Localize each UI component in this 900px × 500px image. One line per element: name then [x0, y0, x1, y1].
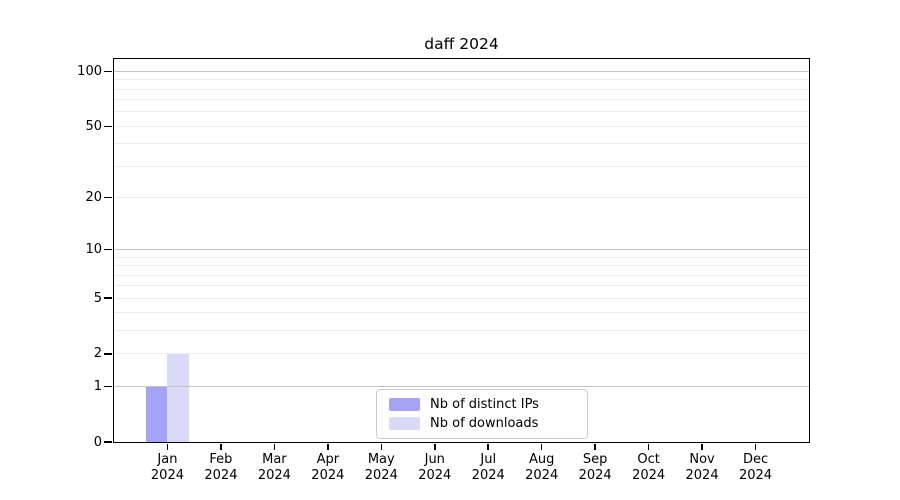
x-tick-label: May 2024 — [364, 452, 398, 483]
legend-entry-downloads: Nb of downloads — [385, 414, 579, 433]
y-tick-label: 2 — [93, 346, 102, 362]
gridline-minor — [114, 265, 809, 267]
x-tick-label: Jun 2024 — [418, 452, 452, 483]
x-tick-label: Jul 2024 — [471, 452, 505, 483]
y-axis-tick — [104, 125, 112, 128]
x-axis-tick — [540, 443, 543, 450]
y-axis-tick — [104, 196, 112, 199]
x-tick-label: Sep 2024 — [578, 452, 612, 483]
x-axis-tick — [487, 443, 490, 450]
y-axis-tick — [104, 70, 112, 73]
gridline-minor — [114, 330, 809, 332]
legend: Nb of distinct IPs Nb of downloads — [376, 389, 588, 439]
x-axis-tick — [327, 443, 329, 450]
y-axis-tick — [104, 248, 112, 251]
x-tick-label: Jan 2024 — [150, 452, 184, 483]
legend-label-distinct-ips: Nb of distinct IPs — [430, 396, 539, 412]
x-tick-label: Feb 2024 — [204, 452, 238, 483]
y-tick-label: 50 — [85, 118, 102, 134]
legend-swatch-distinct-ips — [389, 398, 420, 411]
gridline-major — [114, 70, 809, 73]
gridline-minor — [114, 125, 809, 127]
gridline-minor — [114, 353, 809, 355]
gridline-major — [114, 385, 809, 388]
x-axis-tick — [433, 443, 436, 450]
chart-title: daff 2024 — [424, 35, 499, 53]
x-axis-tick — [380, 443, 383, 450]
bar-jan-series-1 — [167, 353, 189, 442]
gridline-minor — [114, 99, 809, 101]
gridline-minor — [114, 165, 809, 167]
gridline-minor — [114, 88, 809, 90]
legend-label-downloads: Nb of downloads — [430, 415, 539, 431]
plot-area: Nb of distinct IPs Nb of downloads 0 1 2 5 1… — [77, 58, 810, 483]
y-tick-label: 1 — [93, 378, 102, 394]
x-axis-tick — [754, 443, 757, 450]
y-axis-tick — [104, 441, 112, 443]
gridline-minor — [114, 111, 809, 113]
y-tick-label: 20 — [85, 190, 102, 206]
gridline-minor — [114, 143, 809, 145]
gridline-minor — [114, 312, 809, 314]
y-axis-tick — [104, 385, 112, 388]
y-tick-label: 5 — [93, 290, 102, 306]
x-tick-label: Oct 2024 — [632, 452, 666, 483]
x-axis-tick — [166, 443, 169, 450]
bar-jan-series-0 — [146, 386, 168, 442]
y-tick-label: 0 — [93, 434, 102, 450]
y-axis-tick — [104, 297, 112, 299]
gridline-minor — [114, 285, 809, 287]
gridline-minor — [114, 197, 809, 199]
gridline-minor — [114, 297, 809, 299]
y-axis-tick — [104, 353, 112, 355]
gridline-minor — [114, 79, 809, 81]
x-axis-tick — [273, 443, 276, 450]
gridline-major — [114, 248, 809, 251]
x-tick-label: Apr 2024 — [311, 452, 345, 483]
x-axis-tick — [220, 443, 222, 450]
y-tick-label: 10 — [85, 242, 102, 257]
x-axis-tick — [701, 443, 703, 450]
x-tick-label: Dec 2024 — [738, 452, 773, 483]
gridline-minor — [114, 274, 809, 276]
legend-entry-distinct-ips: Nb of distinct IPs — [385, 395, 579, 414]
x-tick-label: Mar 2024 — [257, 452, 291, 483]
x-axis-tick — [594, 443, 596, 450]
x-tick-label: Nov 2024 — [685, 452, 719, 483]
legend-swatch-downloads — [389, 417, 420, 430]
x-tick-label: Aug 2024 — [525, 452, 559, 483]
gridline-minor — [114, 256, 809, 258]
x-axis-tick — [647, 443, 650, 450]
y-tick-label: 100 — [77, 64, 102, 79]
